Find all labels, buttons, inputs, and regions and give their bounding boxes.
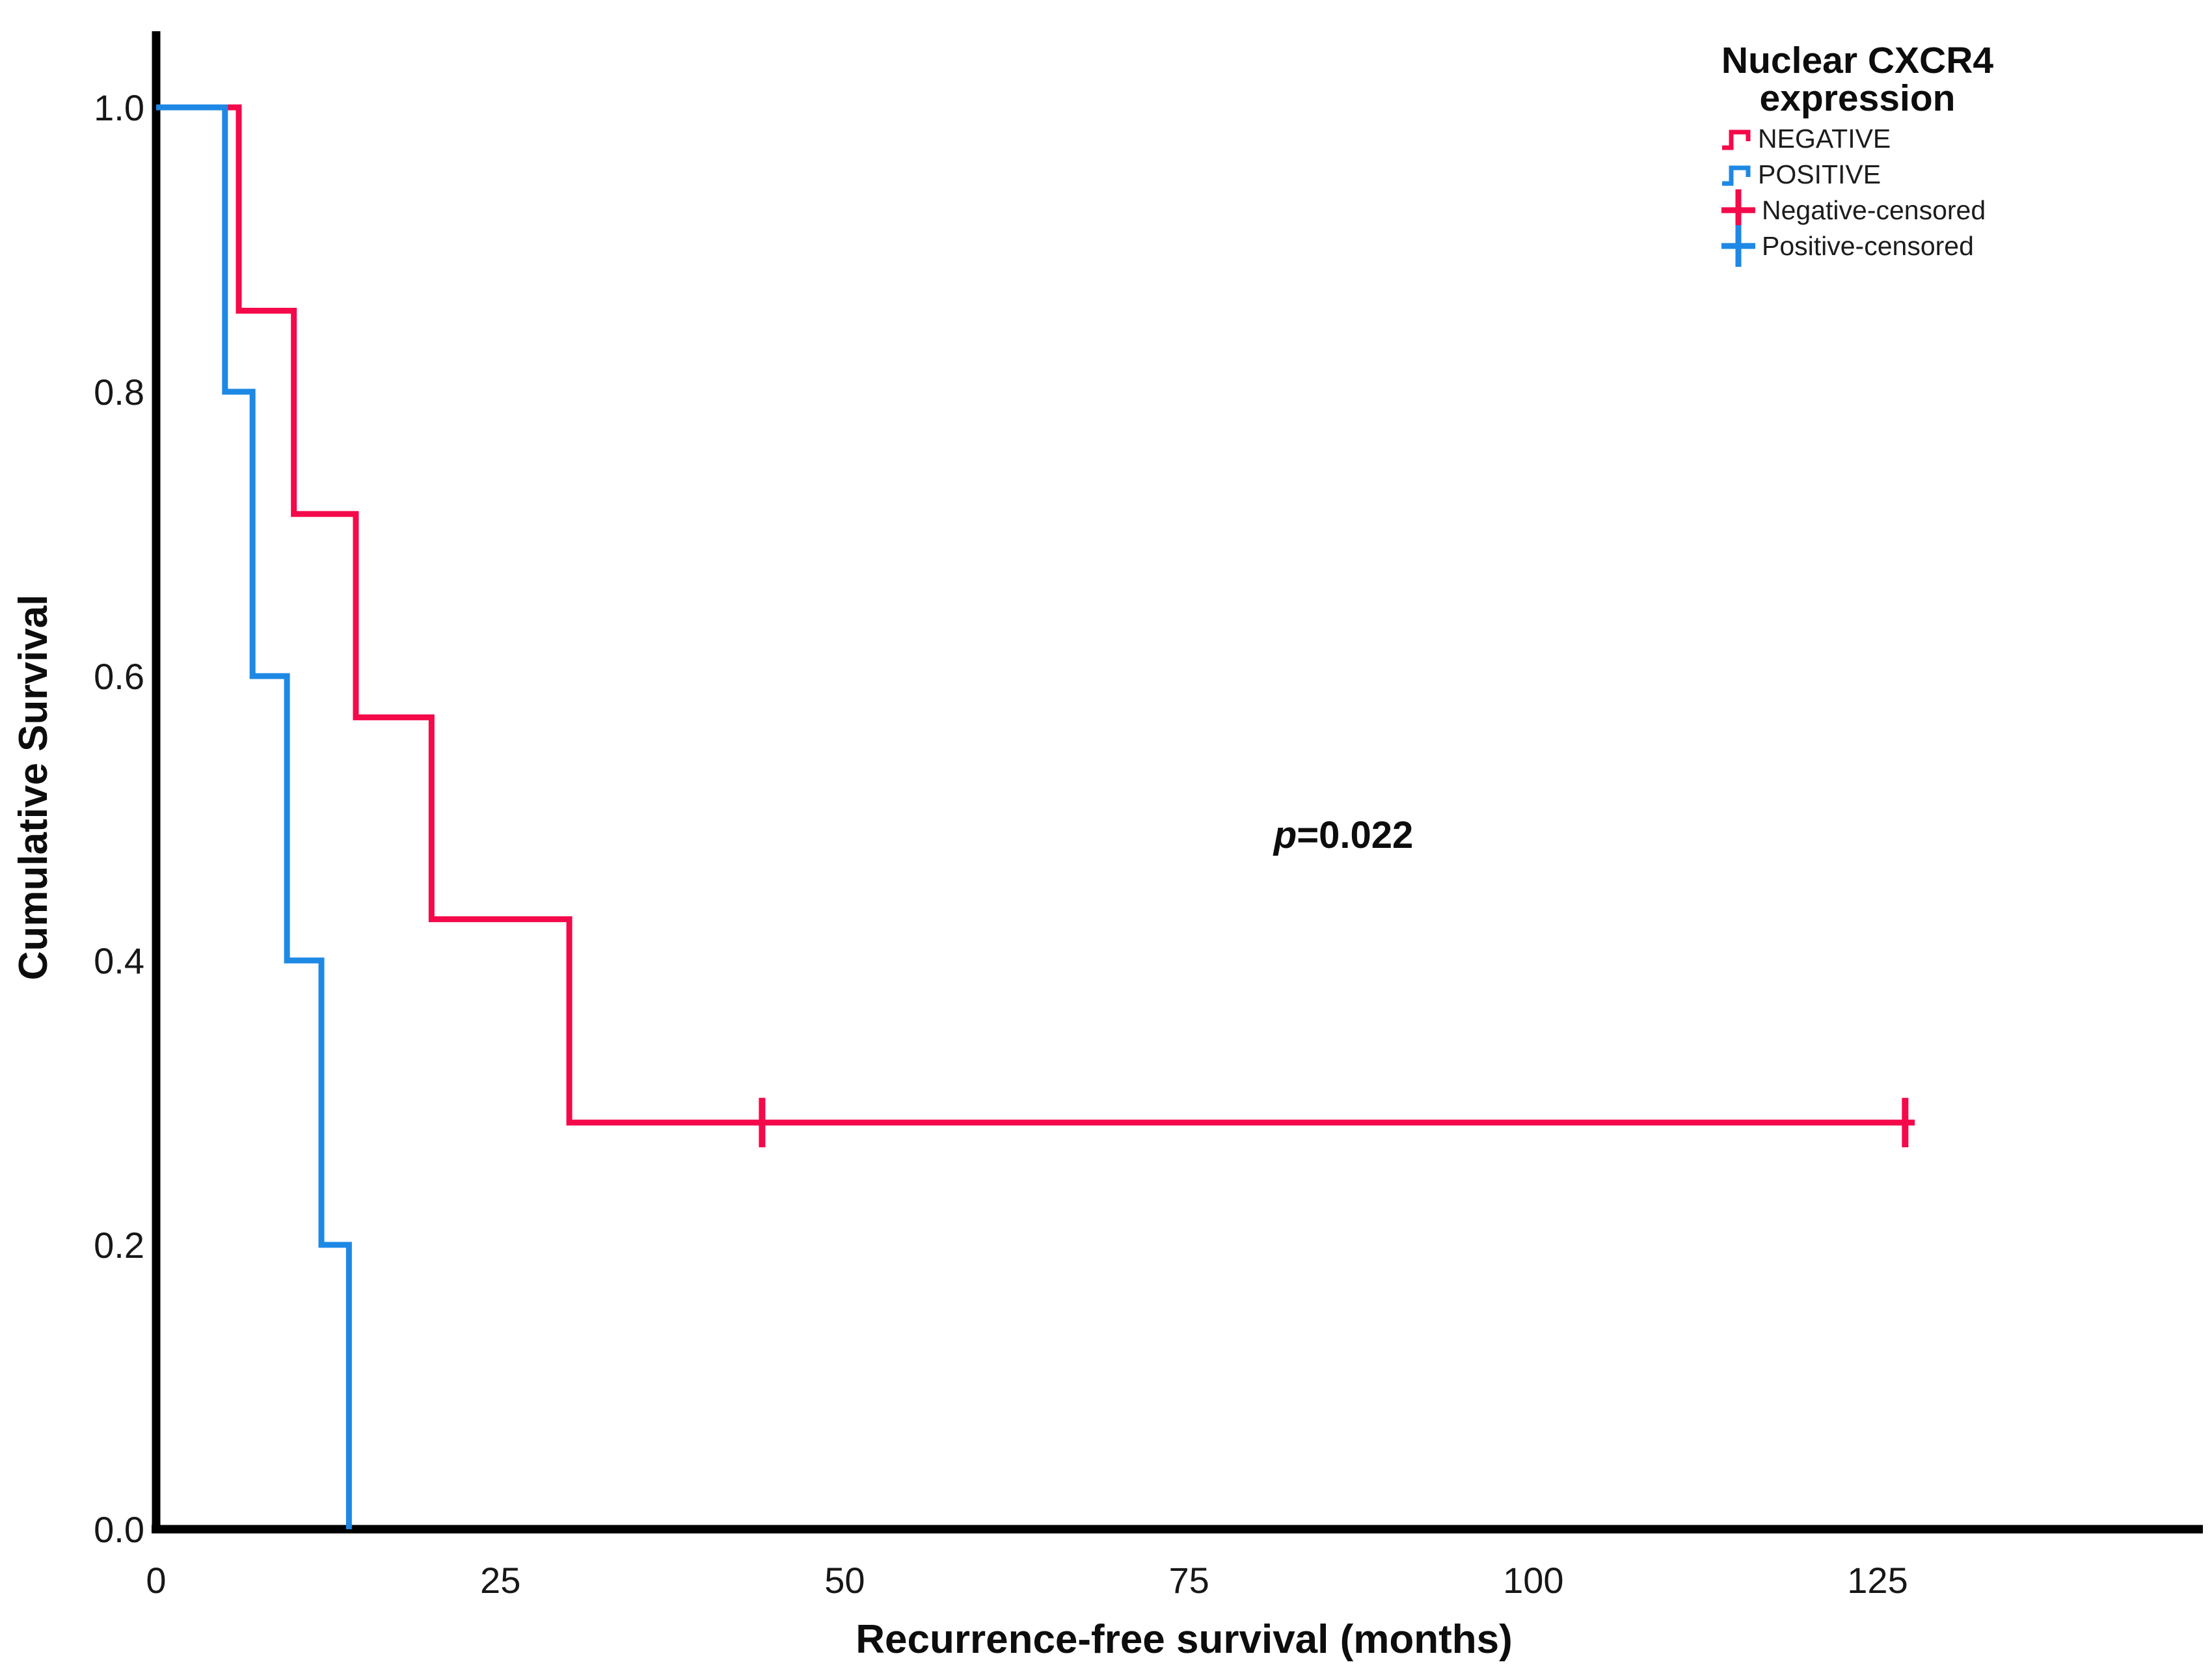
y-axis-title: Cumulative Survival [11, 595, 56, 981]
y-tick-label: 0.2 [94, 1225, 144, 1266]
p-value-number: =0.022 [1297, 814, 1413, 856]
legend-item-negative-censored: Negative-censored [1721, 189, 1986, 231]
legend-title-line2: expression [1760, 77, 1956, 119]
x-axis-title: Recurrence-free survival (months) [856, 1617, 1513, 1662]
legend-item-positive: POSITIVE [1722, 159, 1881, 189]
legend-label-positive-censored: Positive-censored [1762, 231, 1974, 261]
legend-label-negative-censored: Negative-censored [1762, 195, 1986, 225]
x-axis-tick-labels: 0 25 50 75 100 125 [146, 1560, 1908, 1601]
legend-item-negative: NEGATIVE [1722, 124, 1891, 154]
axes [152, 31, 2203, 1534]
legend-item-positive-censored: Positive-censored [1721, 225, 1974, 267]
x-tick-label: 75 [1168, 1560, 1209, 1601]
y-tick-label: 0.0 [94, 1509, 144, 1550]
negative-step-icon [1722, 129, 1751, 150]
x-tick-label: 0 [146, 1560, 166, 1601]
x-tick-label: 25 [480, 1560, 520, 1601]
x-tick-label: 125 [1847, 1560, 1908, 1601]
y-tick-label: 0.4 [94, 940, 144, 981]
y-tick-label: 1.0 [94, 87, 144, 128]
y-tick-label: 0.8 [94, 372, 144, 413]
negative-survival-curve [156, 104, 1915, 1126]
positive-step-icon [1722, 165, 1751, 186]
positive-censored-plus-icon [1721, 225, 1755, 267]
negative-censor-marks [759, 1098, 1909, 1148]
p-value-symbol: p [1273, 814, 1297, 856]
legend-title-line1: Nuclear CXCR4 [1721, 40, 1993, 81]
y-tick-label: 0.6 [94, 656, 144, 697]
legend-label-positive: POSITIVE [1758, 159, 1881, 189]
negative-censored-plus-icon [1721, 189, 1755, 231]
p-value-annotation: p=0.022 [1273, 814, 1413, 856]
survival-curves [156, 104, 1915, 1529]
legend-label-negative: NEGATIVE [1758, 124, 1891, 154]
y-axis-tick-labels: 0.0 0.2 0.4 0.6 0.8 1.0 [94, 87, 144, 1550]
x-tick-label: 100 [1503, 1560, 1563, 1601]
positive-survival-curve [156, 104, 352, 1529]
legend: Nuclear CXCR4 expression NEGATIVE POSITI… [1721, 40, 1993, 267]
x-tick-label: 50 [824, 1560, 865, 1601]
